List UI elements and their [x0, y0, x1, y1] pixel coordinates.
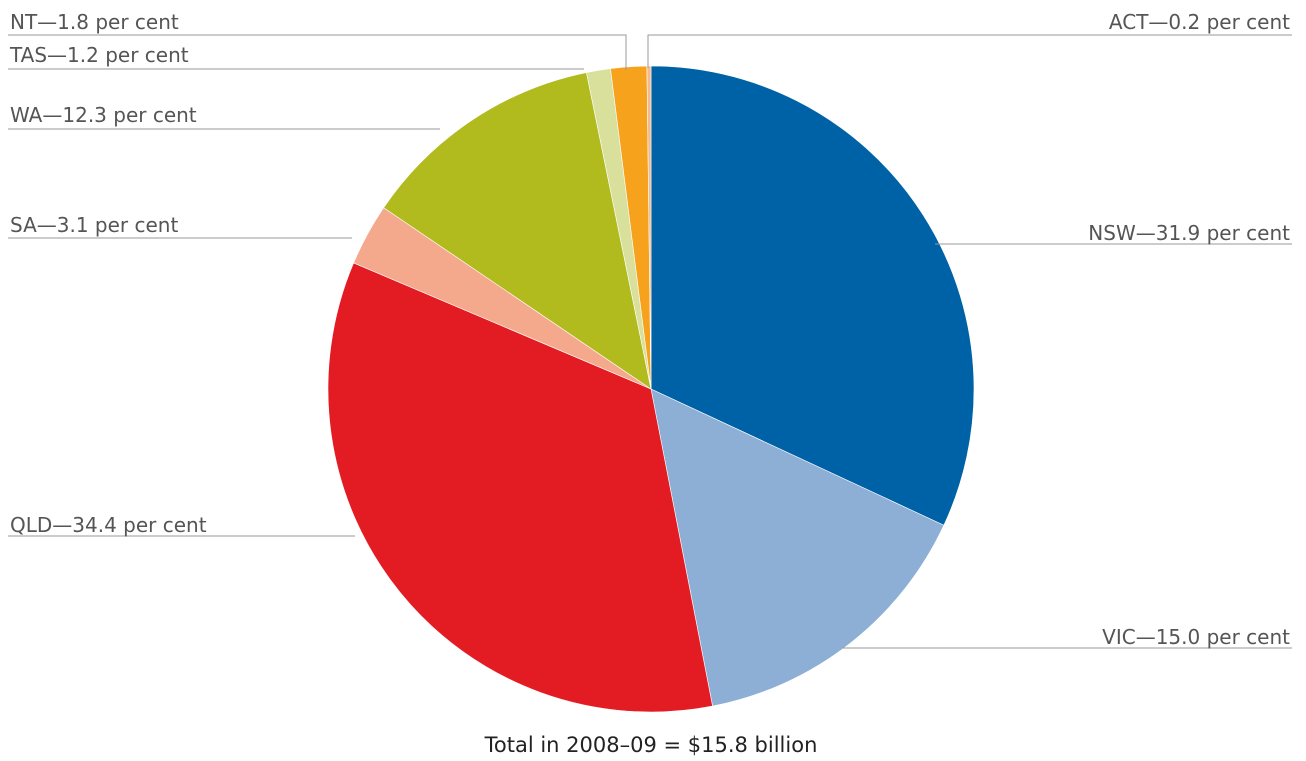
label-vic: VIC—15.0 per cent [1102, 625, 1290, 649]
pie-slice-qld [327, 262, 713, 713]
pie-slice-nsw [650, 65, 975, 526]
pie-slice-wa [383, 72, 652, 390]
label-act: ACT—0.2 per cent [1109, 10, 1290, 34]
leader-line-nt [8, 34, 627, 70]
leader-line-act [647, 34, 1292, 68]
pie-slice-vic [650, 388, 945, 707]
pie-slice-act [646, 65, 652, 390]
slice-labels: NSW—31.9 per cent VIC—15.0 per cent QLD—… [9, 10, 1290, 649]
label-wa: WA—12.3 per cent [10, 103, 197, 127]
label-nsw: NSW—31.9 per cent [1088, 221, 1290, 245]
leader-lines [8, 34, 1292, 649]
label-qld: QLD—34.4 per cent [10, 513, 207, 537]
pie-slices [327, 65, 975, 713]
total-note: Total in 2008–09 = $15.8 billion [484, 733, 818, 757]
label-sa: SA—3.1 per cent [10, 213, 178, 237]
label-nt: NT—1.8 per cent [10, 10, 179, 34]
label-tas: TAS—1.2 per cent [9, 43, 189, 67]
